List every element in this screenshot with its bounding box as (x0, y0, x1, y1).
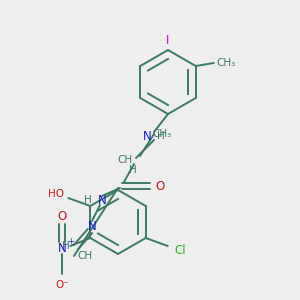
Text: O⁻: O⁻ (56, 280, 69, 290)
Text: CH: CH (77, 251, 92, 261)
Text: N: N (88, 220, 96, 232)
Text: N: N (58, 242, 67, 254)
Text: N: N (142, 130, 152, 142)
Text: CH₃: CH₃ (216, 58, 235, 68)
Text: H: H (84, 195, 92, 205)
Text: +: + (67, 236, 74, 245)
Text: H: H (62, 241, 70, 251)
Text: HO: HO (48, 189, 64, 199)
Text: O: O (155, 179, 165, 193)
Text: CH₃: CH₃ (152, 129, 172, 139)
Text: H: H (157, 131, 165, 141)
Text: Cl: Cl (174, 244, 185, 256)
Text: I: I (166, 34, 170, 47)
Text: CH: CH (118, 155, 133, 165)
Text: N: N (98, 194, 106, 206)
Text: O: O (58, 209, 67, 223)
Text: H: H (129, 165, 137, 175)
